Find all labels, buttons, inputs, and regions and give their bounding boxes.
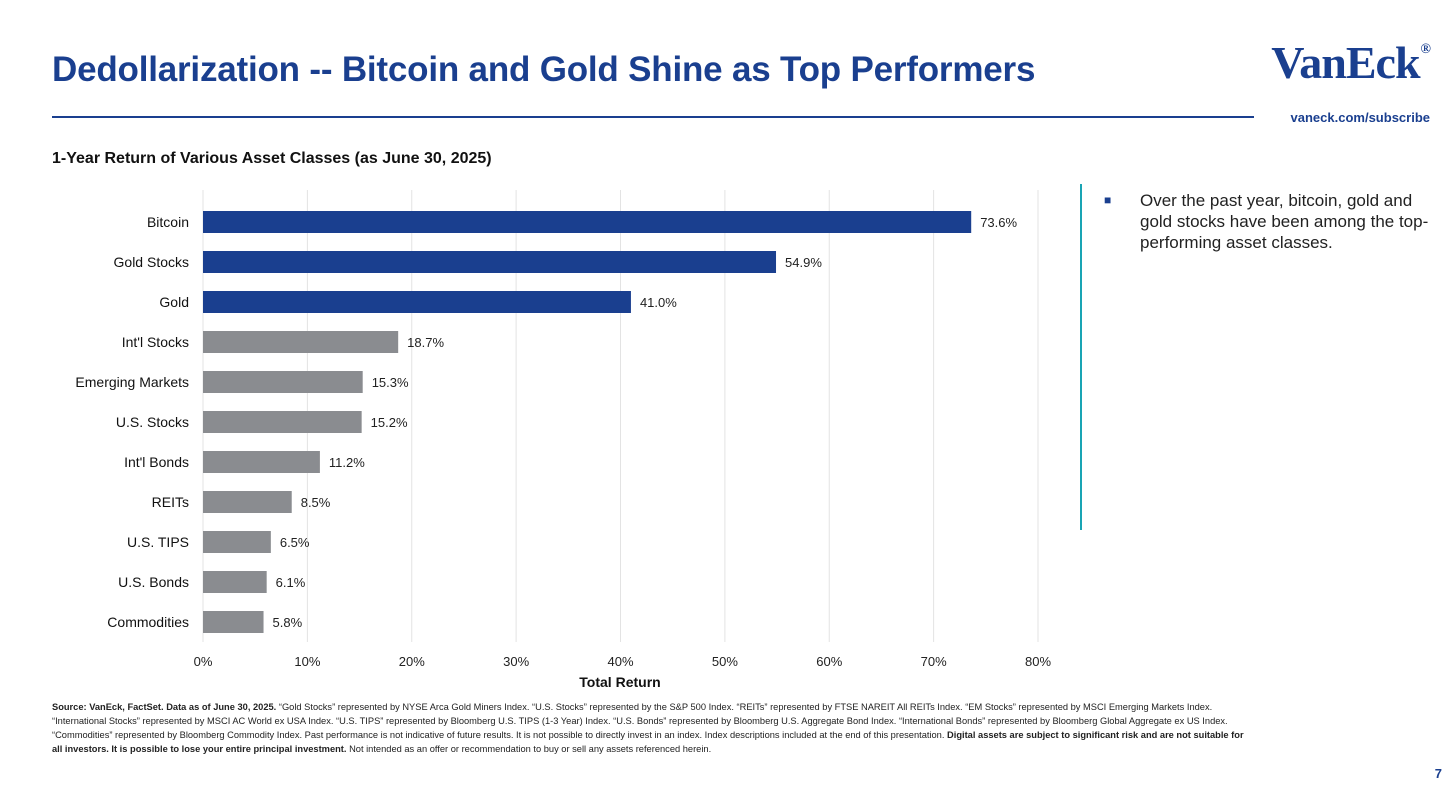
- x-tick-label: 50%: [712, 654, 738, 669]
- x-tick-label: 10%: [294, 654, 320, 669]
- value-labels: 73.6% 54.9% 41.0% 18.7% 15.3% 15.2% 11.2% 8.5% 6…: [273, 215, 1018, 630]
- page-number: 7: [1434, 766, 1442, 781]
- logo-text: VanEck: [1271, 37, 1420, 88]
- category-labels: Bitcoin Gold Stocks Gold Int'l Stocks Emergi…: [75, 214, 189, 630]
- value-label: 6.5%: [280, 535, 310, 550]
- source-bold: Source: VanEck, FactSet. Data as of June…: [52, 702, 277, 712]
- value-label: 5.8%: [273, 615, 303, 630]
- risk-warning: Digital assets are subject to significan…: [52, 730, 1244, 754]
- bar: [203, 291, 631, 313]
- bar: [203, 491, 292, 513]
- bar: [203, 251, 777, 273]
- category-label: Bitcoin: [147, 214, 189, 230]
- registered-mark: ®: [1420, 42, 1432, 57]
- value-label: 15.3%: [372, 375, 409, 390]
- bar: [203, 211, 972, 233]
- bullet-point: ■ Over the past year, bitcoin, gold and …: [1100, 190, 1430, 253]
- category-label: Int'l Stocks: [122, 334, 189, 350]
- x-tick-label: 40%: [607, 654, 633, 669]
- value-label: 18.7%: [407, 335, 444, 350]
- category-label: U.S. Stocks: [116, 414, 189, 430]
- x-tick-label: 80%: [1025, 654, 1051, 669]
- category-label: U.S. Bonds: [118, 574, 189, 590]
- value-label: 41.0%: [640, 295, 677, 310]
- accent-divider: [1080, 184, 1082, 530]
- source-text: “Gold Stocks” represented by NYSE Arca G…: [52, 702, 1228, 740]
- bar: [203, 451, 320, 473]
- x-tick-label: 70%: [921, 654, 947, 669]
- x-tick-label: 20%: [399, 654, 425, 669]
- bullet-text: Over the past year, bitcoin, gold and go…: [1140, 191, 1429, 252]
- category-label: Commodities: [107, 614, 189, 630]
- header-rule: [52, 116, 1254, 118]
- value-label: 73.6%: [980, 215, 1017, 230]
- category-label: REITs: [152, 494, 189, 510]
- category-label: U.S. TIPS: [127, 534, 189, 550]
- value-label: 54.9%: [785, 255, 822, 270]
- value-label: 6.1%: [276, 575, 306, 590]
- bar: [203, 611, 264, 633]
- value-label: 11.2%: [329, 455, 365, 470]
- subscribe-link[interactable]: vaneck.com/subscribe: [1290, 110, 1430, 125]
- chart-title: 1-Year Return of Various Asset Classes (…: [52, 150, 492, 167]
- value-label: 8.5%: [301, 495, 331, 510]
- page-title: Dedollarization -- Bitcoin and Gold Shin…: [52, 50, 1036, 89]
- source-footnote: Source: VanEck, FactSet. Data as of June…: [52, 700, 1252, 756]
- category-label: Gold: [159, 294, 189, 310]
- bar-chart: Bitcoin Gold Stocks Gold Int'l Stocks Emergi…: [75, 190, 1052, 690]
- bar: [203, 531, 271, 553]
- vaneck-logo[interactable]: VanEck®: [1271, 36, 1432, 89]
- bullet-icon: ■: [1104, 193, 1112, 207]
- category-label: Emerging Markets: [75, 374, 189, 390]
- value-label: 15.2%: [371, 415, 408, 430]
- closing-text: Not intended as an offer or recommendati…: [346, 744, 712, 754]
- x-tick-label: 0%: [194, 654, 213, 669]
- x-tick-label: 30%: [503, 654, 529, 669]
- bar: [203, 371, 363, 393]
- bar: [203, 331, 399, 353]
- x-axis-title: Total Return: [579, 674, 660, 690]
- bars: [203, 211, 972, 633]
- x-tick-label: 60%: [816, 654, 842, 669]
- category-label: Int'l Bonds: [124, 454, 189, 470]
- bar: [203, 571, 267, 593]
- category-label: Gold Stocks: [114, 254, 189, 270]
- x-tick-labels: 0% 10% 20% 30% 40% 50% 60% 70% 80%: [194, 654, 1052, 669]
- bar: [203, 411, 362, 433]
